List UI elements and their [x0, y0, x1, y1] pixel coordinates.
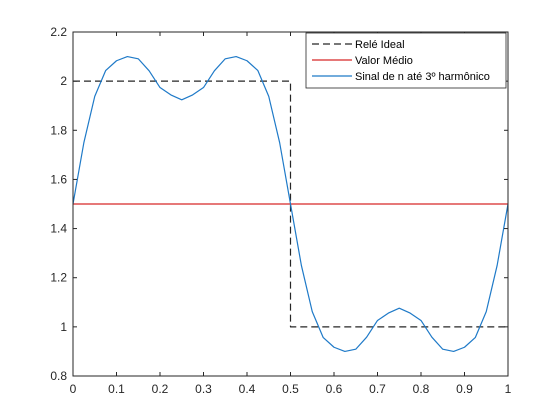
y-tick-label: 1.2	[50, 271, 67, 285]
x-tick-label: 0.2	[152, 382, 169, 396]
tick-layer: 0 0.1 0.2 0.3 0.4 0.5 0.6 0.7 0.8 0.9 1 0.8 1 1.2 1.4 1…	[50, 25, 511, 396]
x-tick-label: 0	[70, 382, 77, 396]
legend: Relé Ideal Valor Médio Sinal de n até 3º…	[305, 32, 507, 89]
legend-label-rele-ideal: Relé Ideal	[355, 39, 405, 51]
x-tick-label: 0.7	[369, 382, 386, 396]
x-tick-label: 0.1	[108, 382, 125, 396]
y-tick-label: 1.8	[50, 123, 67, 137]
y-tick-label: 2.2	[50, 25, 67, 39]
y-tick-label: 1.4	[50, 222, 67, 236]
y-tick-label: 0.8	[50, 369, 67, 383]
y-tick-label: 1.6	[50, 172, 67, 186]
x-tick-label: 0.5	[282, 382, 299, 396]
x-tick-label: 0.6	[326, 382, 343, 396]
y-tick-label: 1	[60, 320, 67, 334]
x-tick-label: 0.8	[413, 382, 430, 396]
series-layer	[72, 55, 509, 353]
x-tick-label: 0.9	[456, 382, 473, 396]
legend-label-valor-medio: Valor Médio	[355, 55, 413, 67]
x-tick-label: 0.3	[195, 382, 212, 396]
x-tick-label: 0.4	[239, 382, 256, 396]
x-tick-label: 1	[505, 382, 512, 396]
series-line-sinal-de-n-ate-3-harmonico	[72, 55, 509, 353]
legend-label-sinal: Sinal de n até 3º harmônico	[355, 71, 490, 83]
y-tick-label: 2	[60, 74, 67, 88]
